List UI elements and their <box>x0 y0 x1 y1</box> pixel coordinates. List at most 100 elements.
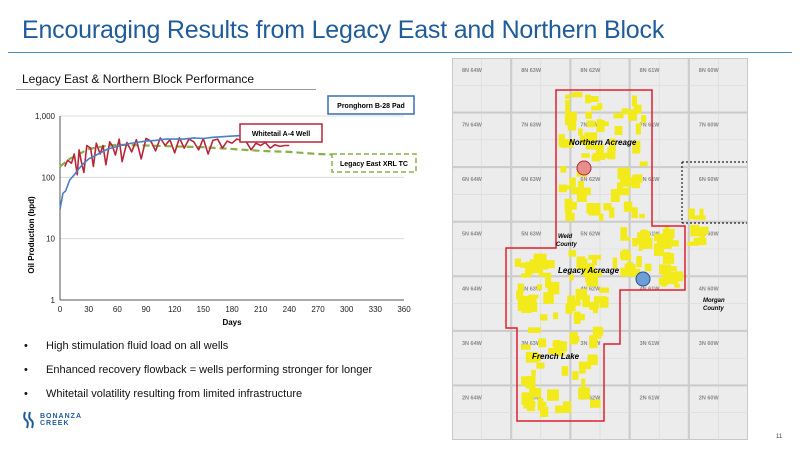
acreage-patch <box>575 299 581 306</box>
acreage-patch <box>639 213 645 219</box>
acreage-patch <box>688 208 695 220</box>
acreage-patch <box>663 230 673 241</box>
acreage-patch <box>636 256 642 268</box>
acreage-patch <box>584 132 598 142</box>
acreage-patch <box>591 155 600 162</box>
township-label: 5N 64W <box>462 232 483 238</box>
acreage-patch <box>620 227 628 241</box>
acreage-patch <box>565 212 575 221</box>
township-label: 7N 63W <box>521 123 542 129</box>
acreage-patch <box>582 263 595 277</box>
acreage-patch <box>525 351 539 363</box>
bullet-item: • Enhanced recovery flowback = wells perf… <box>24 364 373 376</box>
acreage-patch <box>617 167 630 180</box>
x-tick-label: 210 <box>254 305 268 314</box>
acreage-patch <box>576 258 588 270</box>
acreage-patch <box>654 233 664 242</box>
acreage-patch <box>587 354 598 365</box>
acreage-patch <box>631 180 641 189</box>
chart-subtitle: Legacy East & Northern Block Performance <box>22 72 255 86</box>
acreage-patch <box>534 354 541 362</box>
acreage-patch <box>631 207 638 219</box>
acreage-patch <box>553 340 561 353</box>
acreage-patch <box>609 138 616 151</box>
acreage-patch <box>640 231 651 239</box>
weld-county-label-1: Weld <box>558 234 573 240</box>
acreage-patch <box>537 398 544 411</box>
acreage-patch <box>579 369 586 374</box>
legend-label-whitetail: Whitetail A-4 Well <box>252 131 310 138</box>
x-tick-label: 150 <box>197 305 211 314</box>
acreage-patch <box>631 95 637 107</box>
acreage-patch <box>561 366 569 376</box>
acreage-patch <box>578 361 592 370</box>
bullet-text: Whitetail volatility resulting from limi… <box>46 388 303 400</box>
acreage-patch <box>529 259 540 272</box>
acreage-patch <box>516 290 524 300</box>
acreage-patch <box>560 166 567 173</box>
acreage-patch <box>639 161 648 167</box>
township-label: 6N 60W <box>699 177 720 183</box>
french-lake-label: French Lake <box>532 352 580 361</box>
acreage-patch <box>687 241 699 246</box>
legacy-acreage-label: Legacy Acreage <box>558 266 620 275</box>
morgan-county-label-1: Morgan <box>703 298 725 304</box>
acreage-patch <box>598 119 605 132</box>
acreage-patch <box>560 139 574 148</box>
production-chart: 0 30 60 90 120 150 180 210 240 270 300 330 360 1 10 100… <box>27 95 417 327</box>
acreage-patch <box>612 257 618 269</box>
legend-pronghorn: Pronghorn B-28 Pad <box>327 95 415 115</box>
township-label: 7N 60W <box>699 123 720 129</box>
acreage-patch <box>690 224 700 237</box>
acreage-patch <box>592 259 597 266</box>
township-label: 6N 63W <box>521 177 542 183</box>
chart-ticks: 0 30 60 90 120 150 180 210 240 270 300 330 360 1 10 100… <box>35 112 411 314</box>
acreage-patch <box>613 113 624 119</box>
y-tick-label: 1 <box>51 296 56 305</box>
acreage-patch <box>591 105 601 111</box>
logo-word-1: BONANZA <box>40 413 82 420</box>
weld-county-label-2: County <box>556 242 577 248</box>
acreage-patch <box>569 177 576 187</box>
x-tick-label: 240 <box>283 305 297 314</box>
acreage-patch <box>659 264 672 275</box>
township-label: 8N 62W <box>580 68 601 74</box>
morgan-county-label-2: County <box>703 306 724 312</box>
acreage-patch <box>581 378 586 388</box>
acreage-patch <box>693 237 707 245</box>
acreage-patch <box>568 250 577 257</box>
acreage-patch <box>610 189 620 202</box>
x-tick-label: 120 <box>168 305 182 314</box>
township-label: 3N 61W <box>640 341 661 347</box>
acreage-patch <box>675 271 684 282</box>
acreage-patch <box>528 327 541 333</box>
acreage-patch <box>626 261 633 275</box>
acreage-patch <box>569 273 574 281</box>
acreage-patch <box>536 260 549 270</box>
acreage-patch <box>588 254 602 260</box>
township-label: 8N 60W <box>699 68 720 74</box>
acreage-patch <box>667 266 677 272</box>
x-tick-label: 180 <box>225 305 239 314</box>
acreage-patch <box>521 273 532 278</box>
acreage-patch <box>575 288 588 300</box>
acreage-patch <box>553 351 565 356</box>
bullet-text: High stimulation fluid load on all wells <box>46 340 229 352</box>
y-tick-label: 100 <box>42 173 56 182</box>
acreage-patch <box>565 303 573 314</box>
x-tick-label: 270 <box>311 305 325 314</box>
acreage-patch <box>592 270 602 277</box>
acreage-patch <box>565 94 571 99</box>
acreage-patch <box>572 371 579 381</box>
logo-word-2: CREEK <box>40 420 70 427</box>
township-label: 3N 63W <box>521 341 542 347</box>
township-label: 2N 62W <box>580 395 601 401</box>
acreage-patch <box>635 123 641 135</box>
acreage-patch <box>517 283 524 292</box>
acreage-patch <box>590 96 599 102</box>
acreage-patch <box>599 297 609 308</box>
acreage-patch <box>543 292 554 304</box>
acreage-patch <box>553 312 559 320</box>
acreage-patch <box>536 284 543 290</box>
acreage-patch <box>548 348 555 355</box>
